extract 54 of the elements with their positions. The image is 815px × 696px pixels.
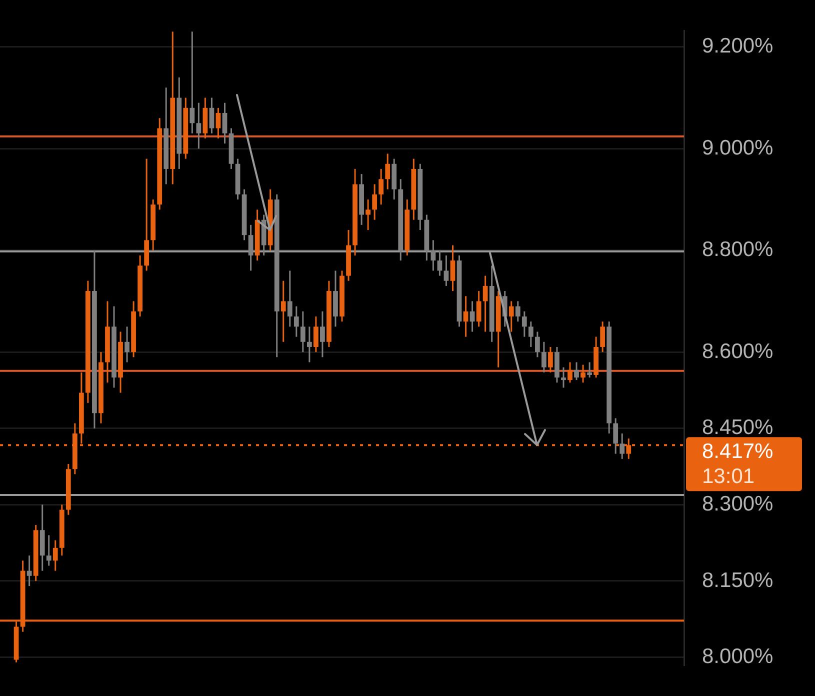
candlestick	[450, 244, 456, 292]
candlestick	[430, 239, 436, 272]
candlestick	[476, 290, 482, 328]
candlestick	[306, 326, 312, 363]
candlestick	[437, 250, 442, 277]
y-tick-label: 8.150%	[702, 568, 774, 592]
y-tick-label: 8.600%	[702, 340, 774, 363]
candlestick	[613, 417, 618, 455]
y-tick-label: 9.200%	[702, 34, 774, 58]
candlestick	[463, 295, 468, 338]
candlestick	[46, 534, 52, 566]
text: 13:01	[702, 464, 755, 488]
candlestick	[600, 320, 606, 353]
candlestick	[444, 254, 449, 287]
candlestick	[314, 316, 318, 353]
candlestick	[320, 310, 325, 358]
candlestick	[482, 275, 488, 332]
candlestick	[528, 320, 534, 348]
candlestick	[300, 310, 306, 353]
candlestick	[620, 432, 625, 460]
candlestick	[378, 168, 384, 206]
candlestick	[372, 183, 378, 221]
y-tick-label: 9.000%	[702, 136, 774, 160]
candlestick	[280, 280, 286, 343]
candlestick	[587, 361, 592, 378]
candlestick	[248, 224, 254, 272]
candlestick	[190, 30, 195, 134]
candlestick	[470, 300, 475, 332]
candlestick	[522, 310, 527, 338]
candlestick	[52, 540, 58, 572]
candlestick	[568, 361, 572, 384]
y-tick-label: 8.000%	[702, 645, 774, 668]
ref-line-label: 8.417%	[702, 440, 774, 463]
candlestick	[561, 366, 566, 388]
candlestick	[508, 300, 514, 332]
candlestick	[216, 107, 221, 140]
candlestick	[542, 341, 546, 374]
candlestick	[209, 96, 214, 134]
candlestick	[26, 554, 32, 587]
y-tick-label: 8.300%	[702, 492, 774, 516]
candlestick	[385, 152, 390, 190]
y-tick-label: 8.450%	[702, 416, 774, 440]
candlestick	[580, 364, 586, 384]
candlestick	[124, 326, 130, 363]
candlestick	[222, 102, 228, 144]
candlestick	[548, 346, 553, 374]
candlestick	[515, 300, 520, 322]
candlestick	[534, 330, 540, 358]
y-tick-label: 8.800%	[702, 238, 774, 262]
candlestick	[366, 198, 370, 231]
candlestick	[294, 306, 299, 338]
candlestick	[287, 270, 292, 328]
candlestick	[196, 102, 202, 150]
candlestick	[574, 361, 579, 381]
